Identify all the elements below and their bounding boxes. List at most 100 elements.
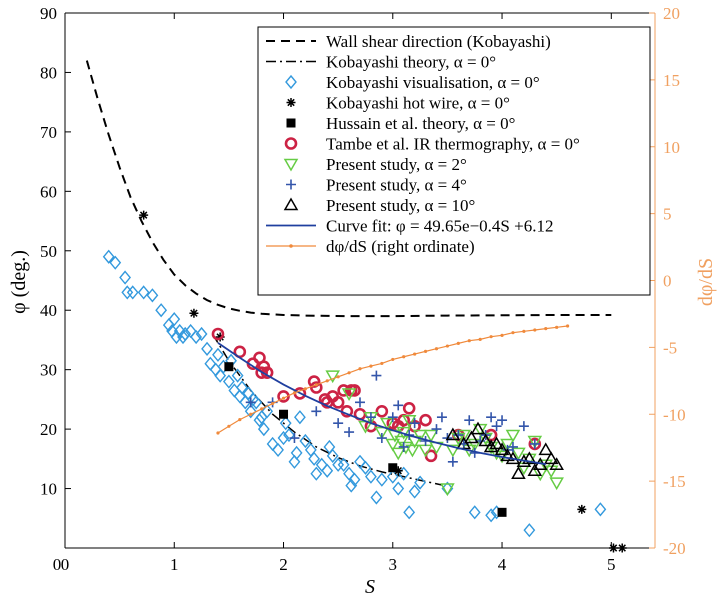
- y-tick-label: 80: [40, 63, 57, 82]
- data-point: [549, 457, 564, 471]
- legend-entry: Kobayashi hot wire, α = 0°: [286, 94, 510, 113]
- data-point: [337, 457, 350, 472]
- y-right-tick-label: -20: [663, 539, 686, 558]
- data-point: [281, 396, 286, 400]
- data-point: [347, 371, 351, 375]
- data-point: [293, 410, 306, 425]
- data-point: [215, 332, 225, 342]
- data-point: [279, 409, 289, 419]
- data-point: [245, 397, 256, 408]
- data-point: [419, 413, 432, 427]
- x-tick-label: 5: [607, 555, 616, 574]
- data-point: [401, 414, 417, 428]
- legend-entry: Wall shear direction (Kobayashi): [266, 32, 551, 51]
- legend-label: Kobayashi hot wire, α = 0°: [326, 94, 510, 113]
- data-point: [261, 404, 274, 419]
- data-point: [253, 413, 266, 428]
- series-line: [211, 333, 443, 486]
- data-point: [121, 285, 134, 300]
- legend-entry: Kobayashi visualisation, α = 0°: [285, 73, 540, 92]
- data-point: [260, 407, 264, 411]
- y-tick-label: 0: [53, 555, 62, 574]
- data-point: [511, 331, 515, 335]
- data-point: [518, 421, 529, 432]
- series-plus: [245, 370, 540, 467]
- data-point: [445, 427, 461, 441]
- data-point: [279, 416, 292, 431]
- data-point: [177, 329, 189, 345]
- legend-swatch: [283, 158, 299, 172]
- data-point: [497, 507, 507, 517]
- axes: 0 1 2 3 4 5 10 20 30 40 50 60 70 80 90 0 -20 -15 -10 -5 0 5 10…: [40, 4, 686, 574]
- data-point: [333, 418, 344, 429]
- data-point: [348, 472, 361, 487]
- data-point: [119, 270, 132, 285]
- legend-entry: dφ/dS (right ordinate): [266, 237, 475, 256]
- y-right-tick-label: 15: [663, 71, 680, 90]
- data-point: [485, 508, 498, 523]
- data-point: [173, 323, 186, 339]
- series-diamond: [102, 249, 607, 538]
- legend-swatch-dot: [289, 244, 293, 248]
- data-point: [527, 435, 543, 449]
- data-point: [388, 463, 398, 473]
- data-point: [308, 451, 321, 466]
- data-point: [577, 504, 587, 514]
- legend-label: Kobayashi theory, α = 0°: [326, 53, 496, 72]
- data-point: [511, 466, 526, 479]
- y-tick-label: 10: [40, 480, 57, 499]
- data-point: [345, 478, 358, 493]
- data-point: [436, 412, 447, 423]
- data-point: [283, 427, 295, 443]
- y-right-tick-label: 20: [663, 4, 680, 23]
- data-point: [310, 466, 323, 481]
- data-point: [544, 327, 548, 331]
- series-square: [224, 362, 507, 517]
- data-point: [423, 429, 439, 443]
- y-right-tick-label: -10: [663, 405, 686, 424]
- x-tick-label: 0: [61, 555, 70, 574]
- data-point: [321, 463, 334, 478]
- series-line: [85, 60, 612, 318]
- data-point: [549, 477, 564, 491]
- series-line-dots-right: [216, 324, 570, 435]
- data-point: [403, 505, 416, 520]
- data-point: [375, 472, 388, 487]
- data-point: [413, 352, 417, 356]
- data-point: [255, 366, 268, 379]
- data-point: [393, 400, 404, 411]
- y-tick-label: 50: [40, 242, 57, 261]
- data-point: [270, 401, 275, 406]
- data-point: [478, 433, 493, 447]
- data-point: [440, 483, 455, 497]
- data-point: [224, 362, 234, 372]
- data-point: [179, 326, 192, 342]
- data-point: [380, 417, 395, 431]
- y-right-tick-label: 10: [663, 138, 680, 157]
- legend-entry: Hussain et al. theory, α = 0°: [286, 114, 515, 133]
- data-point: [408, 484, 421, 499]
- data-point: [423, 349, 428, 353]
- data-point: [523, 523, 536, 538]
- data-point: [277, 430, 290, 446]
- y-tick-label: 90: [40, 4, 57, 23]
- legend-label: Kobayashi visualisation, α = 0°: [326, 73, 540, 92]
- plot-marks: [85, 60, 627, 553]
- data-point: [391, 357, 395, 362]
- legend-label: Present study, α = 2°: [326, 155, 467, 174]
- data-point: [204, 356, 217, 371]
- legend-label: Present study, α = 10°: [326, 196, 475, 215]
- data-point: [489, 436, 504, 450]
- data-point: [250, 395, 263, 410]
- data-point: [434, 347, 439, 351]
- y-axis-right-label: dφ/dS: [695, 258, 717, 306]
- legend-label: Wall shear direction (Kobayashi): [326, 32, 551, 51]
- data-point: [168, 312, 181, 327]
- data-point: [371, 370, 382, 381]
- data-point: [272, 442, 284, 458]
- legend-label: Curve fit: φ = 49.65e−0.4S +6.12: [326, 217, 553, 236]
- data-point: [529, 438, 540, 449]
- legend-entry: Present study, α = 4°: [286, 176, 467, 195]
- data-point: [414, 475, 427, 490]
- y-axis-label: φ (deg.): [8, 250, 30, 314]
